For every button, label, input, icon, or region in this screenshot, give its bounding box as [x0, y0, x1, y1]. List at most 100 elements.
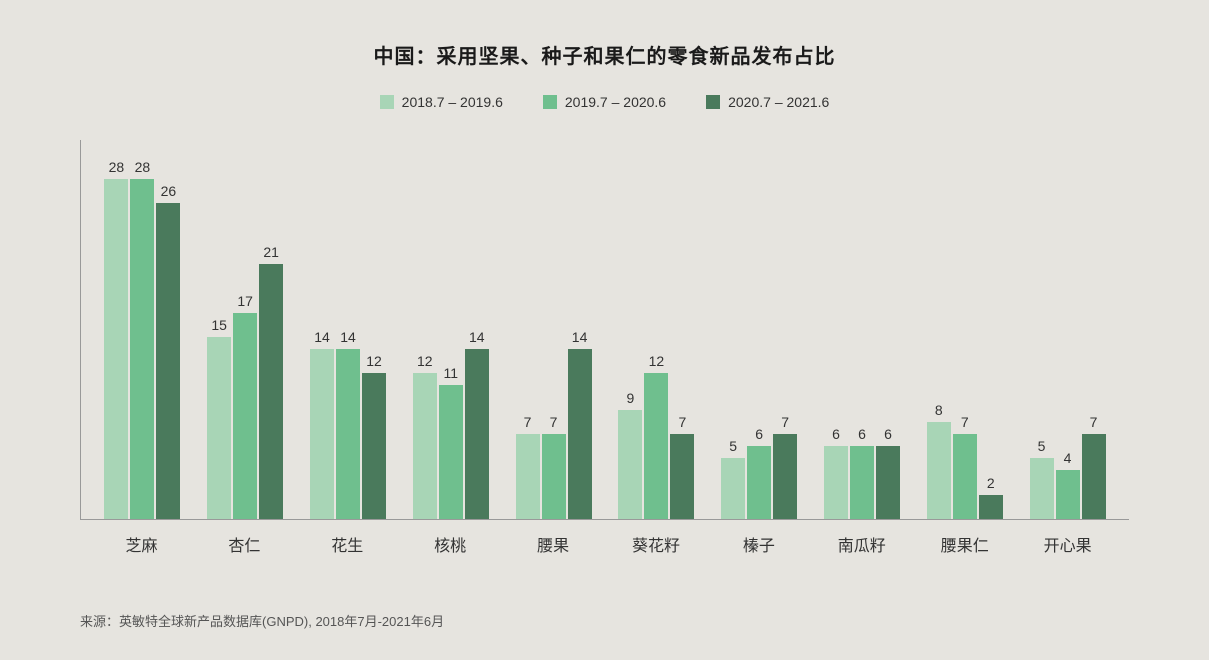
x-axis-label: 腰果	[502, 532, 605, 556]
bar-value-label: 7	[678, 414, 686, 430]
bar-rect	[747, 446, 771, 519]
legend-swatch-1	[380, 95, 394, 109]
bar-rect	[310, 349, 334, 519]
bar: 14	[310, 329, 334, 519]
bar: 7	[773, 414, 797, 519]
bar-rect	[773, 434, 797, 519]
bar-value-label: 7	[961, 414, 969, 430]
x-axis-label: 葵花籽	[605, 532, 708, 556]
bar-rect	[644, 373, 668, 519]
bar: 14	[568, 329, 592, 519]
bar-rect	[336, 349, 360, 519]
bar-value-label: 28	[109, 159, 125, 175]
bar-rect	[876, 446, 900, 519]
bar-rect	[130, 179, 154, 519]
bar-value-label: 15	[211, 317, 227, 333]
bar-value-label: 26	[161, 183, 177, 199]
bar-value-label: 12	[417, 353, 433, 369]
x-axis-label: 榛子	[707, 532, 810, 556]
bar-value-label: 2	[987, 475, 995, 491]
bar-value-label: 5	[729, 438, 737, 454]
bar-rect	[1056, 470, 1080, 519]
bar-value-label: 14	[314, 329, 330, 345]
bar-value-label: 17	[237, 293, 253, 309]
bar-group: 12 11 14	[399, 140, 502, 519]
x-axis-labels: 芝麻杏仁花生核桃腰果葵花籽榛子南瓜籽腰果仁开心果	[80, 532, 1129, 556]
legend-swatch-3	[706, 95, 720, 109]
bar-group: 9 12 7	[605, 140, 708, 519]
bar-rect	[516, 434, 540, 519]
bar-rect	[568, 349, 592, 519]
bar-rect	[850, 446, 874, 519]
bar-group: 141412	[297, 140, 400, 519]
x-axis-label: 芝麻	[90, 532, 193, 556]
plot-area: 2828261517211414121211147714912756766687…	[80, 140, 1129, 520]
bar-rect	[979, 495, 1003, 519]
x-axis-label: 核桃	[399, 532, 502, 556]
bar: 8	[927, 402, 951, 519]
legend-item-1: 2018.7 – 2019.6	[380, 94, 503, 110]
bar-rect	[233, 313, 257, 519]
bar: 14	[336, 329, 360, 519]
bar: 2	[979, 475, 1003, 519]
bar: 7	[953, 414, 977, 519]
chart-title: 中国：采用坚果、种子和果仁的零食新品发布占比	[80, 40, 1129, 69]
legend-label-2: 2019.7 – 2020.6	[565, 94, 666, 110]
bar-value-label: 12	[649, 353, 665, 369]
bar-rect	[439, 385, 463, 519]
bar-rect	[927, 422, 951, 519]
chart-source: 来源：英敏特全球新产品数据库(GNPD), 2018年7月-2021年6月	[80, 611, 444, 630]
bar-rect	[670, 434, 694, 519]
bar-value-label: 11	[444, 365, 459, 381]
bar: 6	[824, 426, 848, 519]
x-axis-label: 腰果仁	[913, 532, 1016, 556]
bar-group: 6 6 6	[811, 140, 914, 519]
bar-value-label: 6	[832, 426, 840, 442]
bar: 15	[207, 317, 231, 519]
bar-rect	[618, 410, 642, 519]
bar-value-label: 7	[550, 414, 558, 430]
x-axis-label: 花生	[296, 532, 399, 556]
bar-rect	[1082, 434, 1106, 519]
bar-rect	[413, 373, 437, 519]
legend-swatch-2	[543, 95, 557, 109]
bar-rect	[156, 203, 180, 519]
bar-rect	[207, 337, 231, 519]
legend: 2018.7 – 2019.6 2019.7 – 2020.6 2020.7 –…	[80, 94, 1129, 110]
bar: 12	[644, 353, 668, 519]
bar: 6	[850, 426, 874, 519]
chart-container: 中国：采用坚果、种子和果仁的零食新品发布占比 2018.7 – 2019.6 2…	[0, 0, 1209, 660]
bar-value-label: 6	[858, 426, 866, 442]
bar-rect	[953, 434, 977, 519]
bar: 14	[465, 329, 489, 519]
bar-value-label: 21	[263, 244, 279, 260]
bar: 9	[618, 390, 642, 519]
bar: 11	[439, 365, 463, 519]
bar-group: 7 7 14	[502, 140, 605, 519]
bar-value-label: 9	[626, 390, 634, 406]
bar: 28	[130, 159, 154, 519]
bar: 6	[747, 426, 771, 519]
bar-group: 87 2	[913, 140, 1016, 519]
bar-value-label: 28	[135, 159, 151, 175]
bar-value-label: 6	[884, 426, 892, 442]
bar-rect	[721, 458, 745, 519]
bar-value-label: 14	[469, 329, 485, 345]
bar-group: 15 17 21	[194, 140, 297, 519]
bar-group: 547	[1016, 140, 1119, 519]
bar-value-label: 7	[524, 414, 532, 430]
bar-group: 28 28 26	[91, 140, 194, 519]
bar: 28	[104, 159, 128, 519]
bar-value-label: 5	[1038, 438, 1046, 454]
legend-item-3: 2020.7 – 2021.6	[706, 94, 829, 110]
bar: 7	[1082, 414, 1106, 519]
bar-value-label: 7	[781, 414, 789, 430]
bar: 26	[156, 183, 180, 519]
bar: 12	[362, 353, 386, 519]
bar: 17	[233, 293, 257, 519]
bar: 5	[721, 438, 745, 519]
bar-value-label: 6	[755, 426, 763, 442]
bar-value-label: 7	[1090, 414, 1098, 430]
bar-rect	[1030, 458, 1054, 519]
bar: 12	[413, 353, 437, 519]
